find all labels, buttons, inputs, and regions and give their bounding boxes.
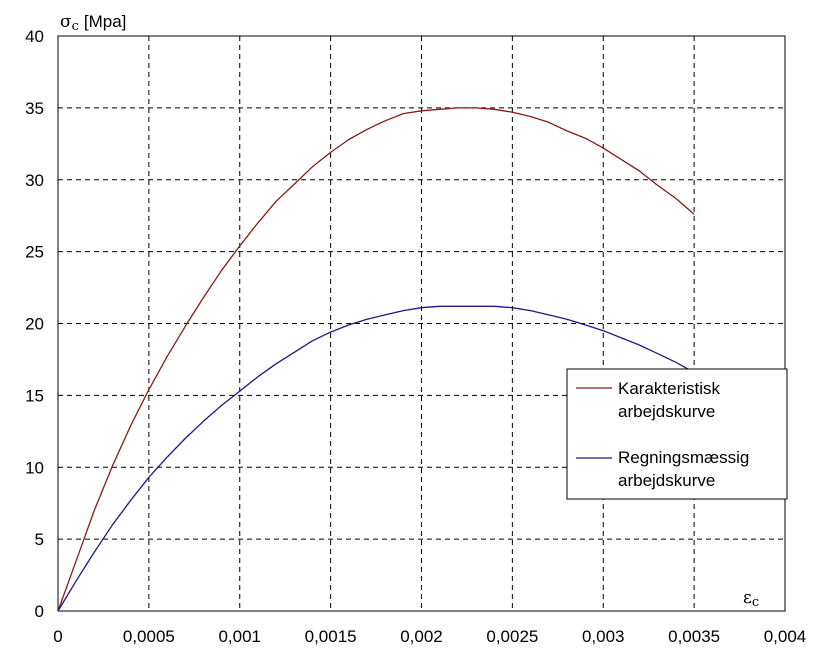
- x-tick-label: 0,004: [764, 627, 807, 646]
- legend-label-regningsmaessig: Regningsmæssig arbejdskurve: [618, 448, 754, 490]
- y-axis-subscript: c: [72, 19, 79, 34]
- x-tick-label: 0,0005: [123, 627, 175, 646]
- y-tick-label: 10: [25, 458, 44, 477]
- legend-box: [566, 368, 788, 500]
- y-tick-label: 5: [35, 530, 44, 549]
- y-axis-unit: [Mpa]: [84, 12, 127, 31]
- legend-label-regningsmaessig-line1: Regningsmæssig: [618, 448, 749, 467]
- y-tick-label: 25: [25, 243, 44, 262]
- legend-label-regningsmaessig-line2: arbejdskurve: [618, 471, 715, 490]
- x-tick-label: 0,0035: [668, 627, 720, 646]
- y-tick-label: 0: [35, 602, 44, 621]
- y-tick-label: 20: [25, 315, 44, 334]
- x-tick-label: 0,0025: [486, 627, 538, 646]
- legend-label-karakteristisk: Karakteristisk arbejdskurve: [618, 379, 725, 421]
- x-axis-subscript: c: [752, 595, 759, 610]
- series-line-karakteristisk: [57, 107, 695, 612]
- x-tick-label: 0,003: [582, 627, 625, 646]
- x-axis-label: εc: [743, 588, 759, 610]
- series-group: [57, 107, 695, 612]
- x-tick-labels: 0 0,0005 0,001 0,0015 0,002 0,0025 0,003 0,0035…: [53, 627, 806, 646]
- y-tick-label: 40: [25, 27, 44, 46]
- x-tick-label: 0,0015: [305, 627, 357, 646]
- y-tick-label: 30: [25, 171, 44, 190]
- y-axis-symbol: σ: [60, 12, 72, 32]
- legend: Karakteristisk arbejdskurve Regningsmæss…: [566, 368, 788, 500]
- series-line-regningsmaessig: [57, 305, 695, 612]
- x-tick-label: 0,001: [218, 627, 261, 646]
- y-tick-labels: 0 5 10 15 20 25 30 35 40: [25, 27, 44, 621]
- grid: [58, 36, 785, 611]
- x-tick-label: 0: [53, 627, 62, 646]
- x-axis-symbol: ε: [743, 588, 752, 608]
- y-tick-label: 15: [25, 386, 44, 405]
- y-axis-label: σc [Mpa]: [60, 12, 126, 34]
- plot-frame: [57, 35, 786, 612]
- y-tick-label: 35: [25, 99, 44, 118]
- legend-label-karakteristisk-line2: arbejdskurve: [618, 402, 715, 421]
- x-tick-label: 0,002: [400, 627, 443, 646]
- legend-label-karakteristisk-line1: Karakteristisk: [618, 379, 721, 398]
